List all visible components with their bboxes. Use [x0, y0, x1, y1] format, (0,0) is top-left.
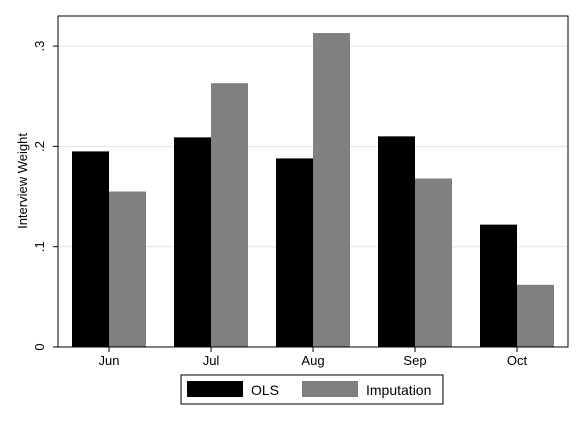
y-tick-label: 0: [32, 343, 47, 350]
bar-imputation-jul: [211, 83, 248, 347]
bar-ols-aug: [276, 158, 313, 347]
bar-ols-oct: [480, 224, 517, 347]
bars: [72, 33, 554, 347]
y-tick-label: .3: [32, 41, 47, 52]
bar-imputation-oct: [517, 284, 554, 347]
bar-imputation-aug: [313, 33, 350, 347]
legend-swatch-ols: [187, 381, 243, 397]
legend-label-ols: OLS: [251, 382, 279, 398]
legend-label-imputation: Imputation: [366, 382, 431, 398]
x-tick-label: Oct: [507, 353, 528, 368]
x-tick-label: Aug: [301, 353, 324, 368]
bar-ols-sep: [378, 136, 415, 347]
y-axis: 0 .1 .2 .3: [32, 41, 58, 351]
x-tick-label: Jun: [99, 353, 120, 368]
bar-ols-jun: [72, 151, 109, 347]
y-tick-label: .1: [32, 241, 47, 252]
x-tick-label: Jul: [203, 353, 220, 368]
bar-imputation-sep: [415, 178, 452, 347]
x-axis: Jun Jul Aug Sep Oct: [99, 347, 528, 368]
x-tick-label: Sep: [403, 353, 426, 368]
y-tick-label: .2: [32, 141, 47, 152]
bar-imputation-jun: [109, 191, 146, 347]
y-axis-title: Interview Weight: [15, 133, 30, 229]
legend-swatch-imputation: [302, 381, 358, 397]
legend: OLS Imputation: [180, 374, 444, 405]
bar-ols-jul: [174, 137, 211, 347]
